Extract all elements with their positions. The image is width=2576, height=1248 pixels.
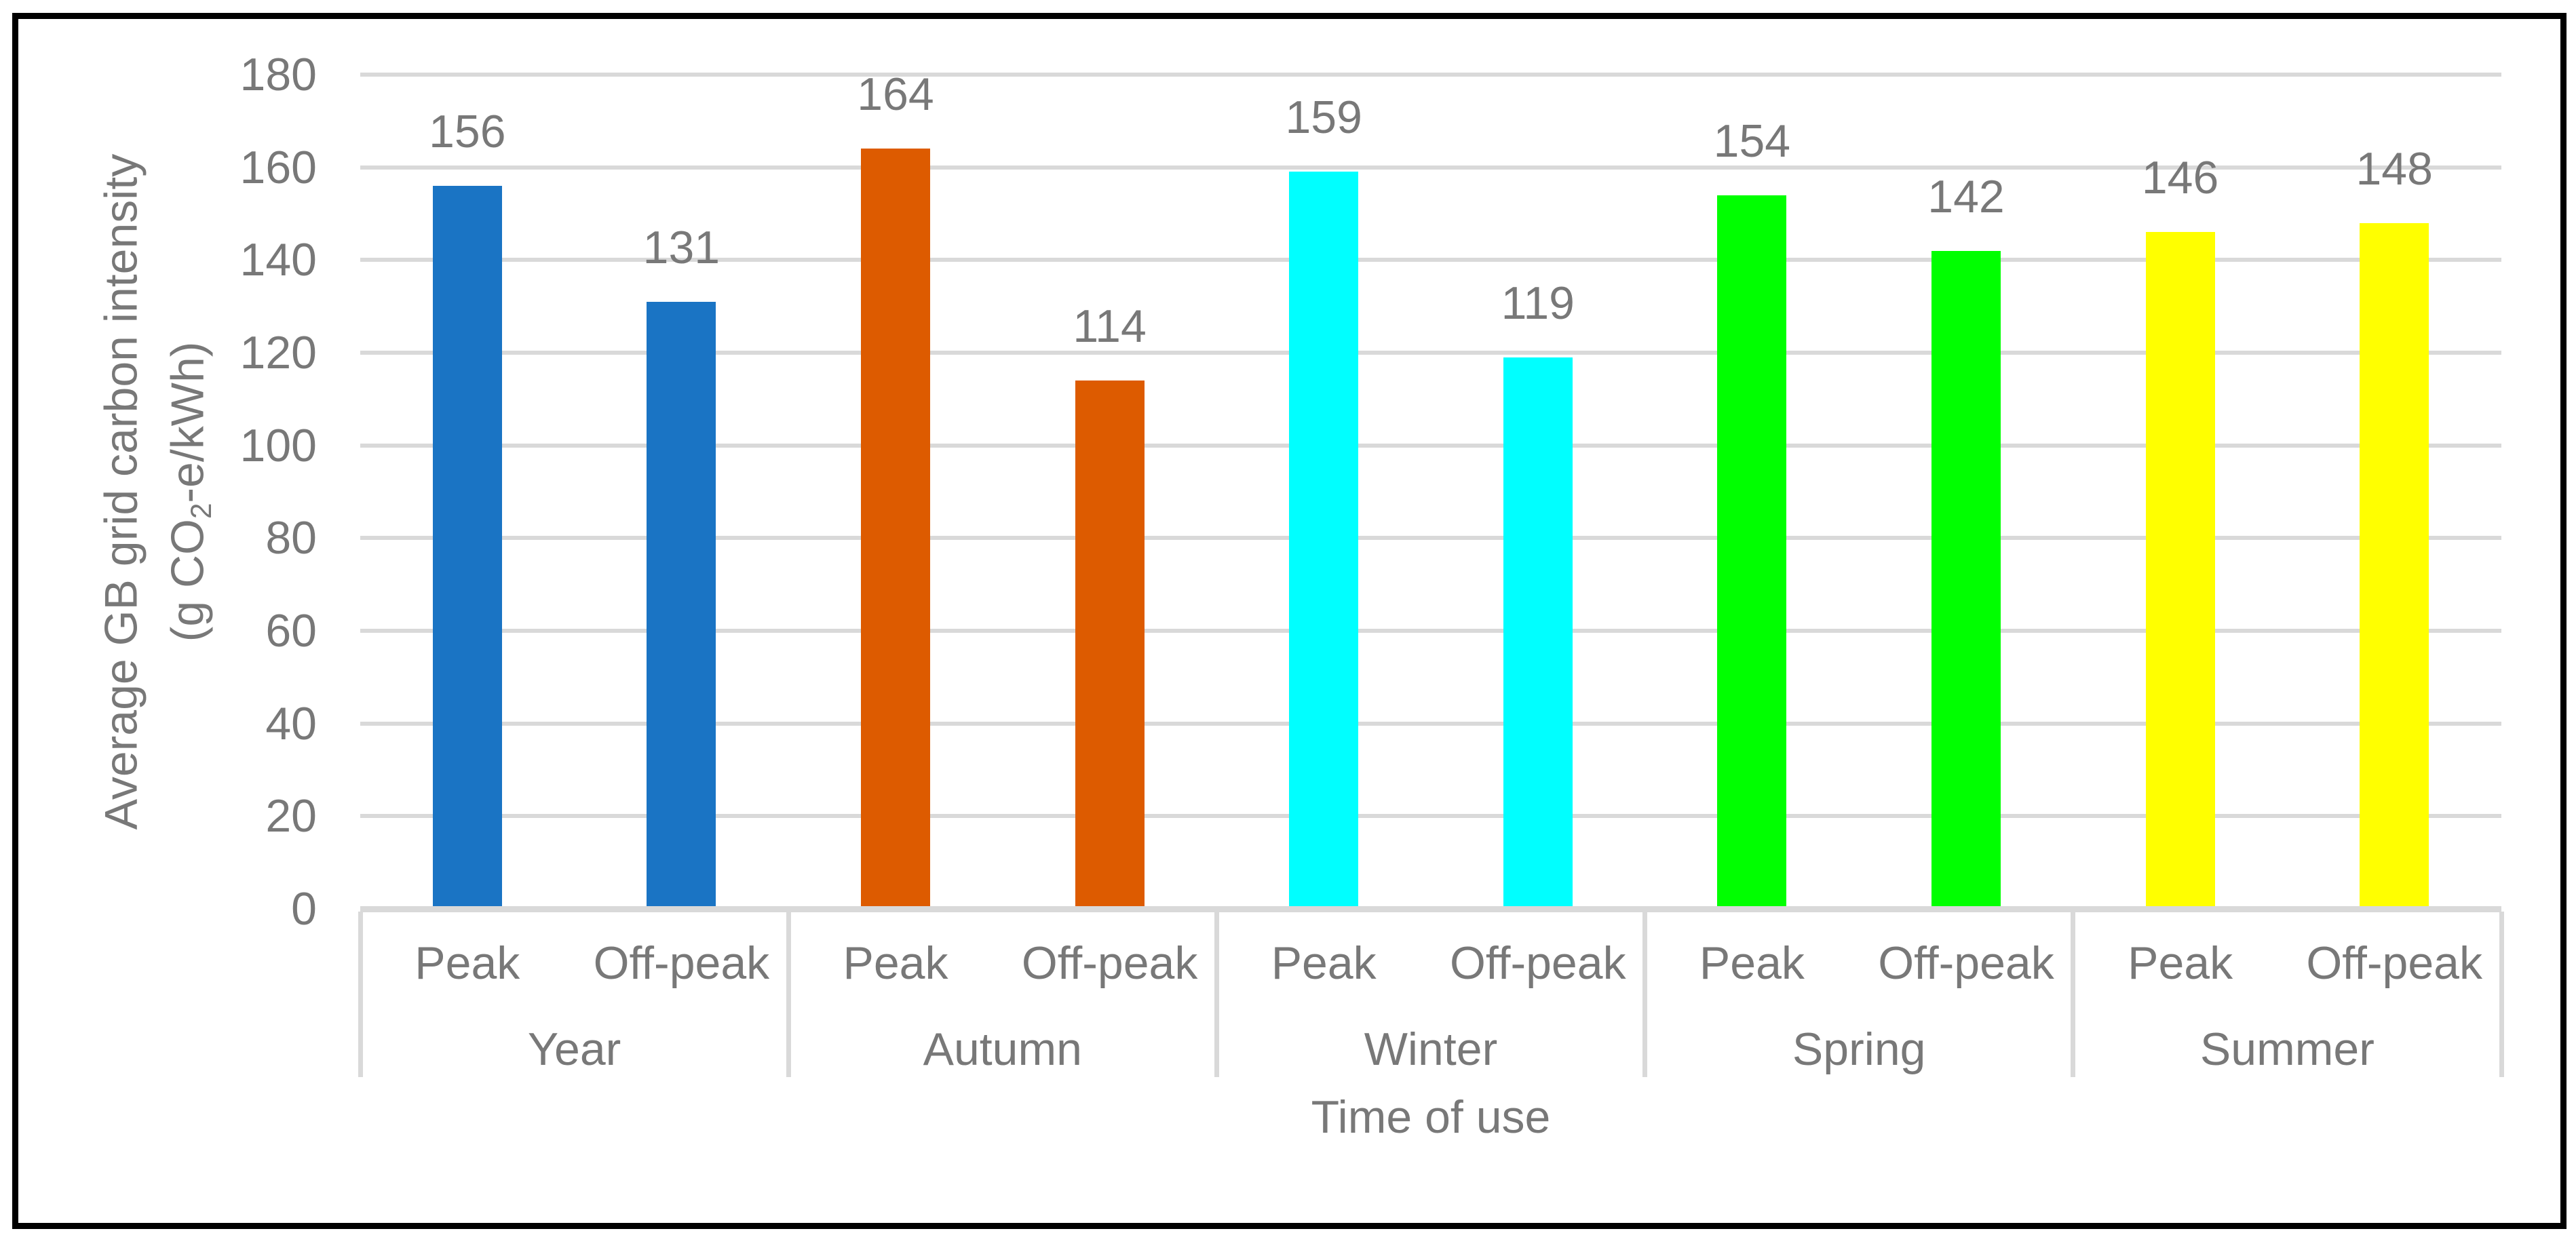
category-divider xyxy=(2071,912,2076,1077)
gridline-40 xyxy=(360,721,2501,726)
bar-value-label: 156 xyxy=(429,106,506,157)
y-tick-label-0: 0 xyxy=(291,883,317,935)
bar-year-off-peak xyxy=(647,302,716,909)
y-tick-label-160: 160 xyxy=(239,141,317,193)
bar-value-label: 159 xyxy=(1285,92,1362,143)
bar-value-label: 154 xyxy=(1713,115,1791,167)
plot-area: 156 131 164 114 159 119 154 142 146 148 xyxy=(360,71,2501,909)
bar-value-label: 114 xyxy=(1073,300,1147,352)
y-tick-label-40: 40 xyxy=(265,697,317,749)
gridline-140 xyxy=(360,258,2501,262)
gridline-20 xyxy=(360,814,2501,819)
gridline-60 xyxy=(360,629,2501,633)
group-label-year: Year xyxy=(527,1023,621,1075)
bar-year-peak xyxy=(432,186,502,909)
group-label-autumn: Autumn xyxy=(923,1023,1082,1075)
bar-winter-peak xyxy=(1289,172,1359,909)
category-divider xyxy=(1214,912,1219,1077)
group-label-spring: Spring xyxy=(1792,1023,1926,1075)
series-label-peak: Peak xyxy=(1271,937,1377,989)
bar-value-label: 164 xyxy=(857,69,934,120)
gridline-160 xyxy=(360,165,2501,170)
series-label-off-peak: Off-peak xyxy=(593,937,770,989)
bar-value-label: 142 xyxy=(1927,171,2005,222)
series-label-peak: Peak xyxy=(415,937,520,989)
x-axis-title: Time of use xyxy=(1311,1091,1551,1143)
bar-winter-off-peak xyxy=(1503,357,1573,909)
y-tick-label-140: 140 xyxy=(239,234,317,286)
series-label-off-peak: Off-peak xyxy=(1878,937,2054,989)
series-label-peak: Peak xyxy=(1699,937,1805,989)
y-tick-label-100: 100 xyxy=(239,419,317,471)
figure-border xyxy=(12,13,2567,1229)
gridline-180 xyxy=(360,73,2501,77)
bar-value-label: 148 xyxy=(2356,143,2433,195)
bar-value-label: 131 xyxy=(642,222,720,273)
bar-spring-off-peak xyxy=(1931,251,2001,909)
group-label-winter: Winter xyxy=(1364,1023,1498,1075)
x-axis-line xyxy=(360,906,2501,912)
series-label-off-peak: Off-peak xyxy=(1450,937,1626,989)
category-divider xyxy=(786,912,791,1077)
y-tick-label-120: 120 xyxy=(239,327,317,378)
category-divider xyxy=(2499,912,2504,1077)
bar-summer-off-peak xyxy=(2360,223,2429,909)
category-divider xyxy=(1642,912,1648,1077)
category-divider xyxy=(358,912,363,1077)
series-label-peak: Peak xyxy=(2128,937,2233,989)
gridline-80 xyxy=(360,536,2501,541)
series-label-off-peak: Off-peak xyxy=(2306,937,2482,989)
bar-value-label: 119 xyxy=(1501,277,1575,329)
bar-spring-peak xyxy=(1717,195,1787,909)
gridline-120 xyxy=(360,351,2501,355)
series-label-off-peak: Off-peak xyxy=(1021,937,1198,989)
bar-autumn-peak xyxy=(861,149,930,909)
y-tick-label-60: 60 xyxy=(265,605,317,657)
bar-summer-peak xyxy=(2145,232,2215,909)
y-tick-label-180: 180 xyxy=(239,49,317,100)
y-tick-label-80: 80 xyxy=(265,512,317,564)
bar-value-label: 146 xyxy=(2141,152,2219,203)
y-tick-label-20: 20 xyxy=(265,790,317,842)
gridline-100 xyxy=(360,443,2501,448)
group-label-summer: Summer xyxy=(2199,1023,2375,1075)
series-label-peak: Peak xyxy=(843,937,948,989)
bar-autumn-off-peak xyxy=(1075,381,1145,909)
